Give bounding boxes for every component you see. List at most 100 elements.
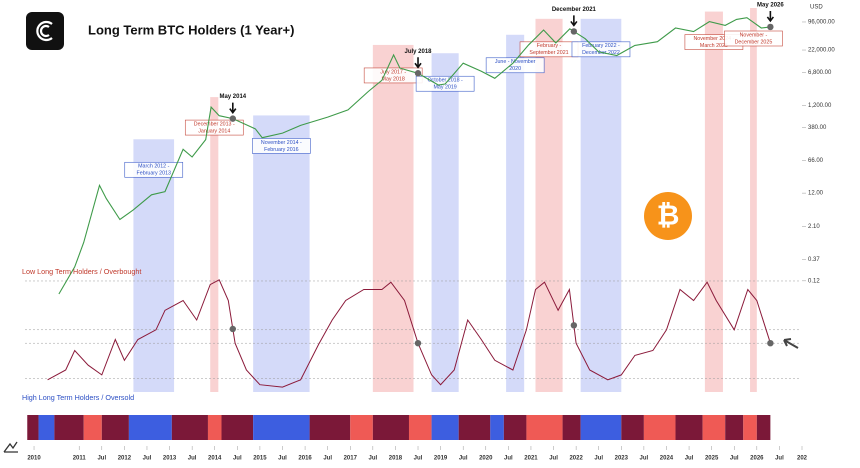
event-dot — [767, 23, 774, 31]
x-tick-label: Jul — [188, 456, 197, 462]
strip-segment — [54, 415, 84, 440]
event-osc-dot — [570, 322, 578, 329]
event-arrow — [570, 15, 578, 27]
event-osc-dot — [767, 340, 774, 347]
y-tick-label: 0.37 — [808, 257, 820, 263]
strip-segment — [309, 415, 351, 440]
period-label: May 2019 — [433, 85, 456, 91]
strip-segment — [27, 415, 39, 440]
period-band — [580, 18, 622, 392]
strip-segment — [253, 415, 310, 440]
event-label: May 2026 — [757, 3, 784, 9]
period-label: February - — [537, 43, 562, 49]
x-tick-label: Jul — [775, 456, 784, 462]
period-label: June - November — [495, 59, 536, 65]
strip-segment — [526, 415, 563, 440]
x-tick-label: Jul — [143, 456, 152, 462]
strip-segment — [621, 415, 644, 440]
x-tick-label: 2025 — [705, 456, 719, 462]
x-tick-label: 2026 — [750, 456, 764, 462]
series-line — [58, 17, 773, 295]
strip-segment — [128, 415, 172, 440]
x-tick-label: 202 — [797, 456, 808, 462]
period-band — [133, 139, 175, 392]
x-tick-label: Jul — [233, 456, 242, 462]
period-label: September 2021 — [529, 50, 568, 56]
plot: March 2012 -February 2013 December 2013 -… — [22, 3, 835, 462]
period-label: February 2022 - — [582, 43, 620, 49]
x-tick-label: Jul — [549, 456, 558, 462]
x-tick-label: Jul — [730, 456, 739, 462]
period-label: February 2016 — [264, 147, 299, 153]
strip-segment — [675, 415, 703, 440]
period-label: November - — [740, 32, 768, 38]
x-tick-label: Jul — [369, 456, 378, 462]
period-label: July 2017 - — [380, 69, 406, 75]
period-band — [210, 97, 219, 392]
period-label-box — [184, 119, 244, 136]
period-band — [506, 34, 525, 392]
period-label: November 2024 - — [693, 36, 734, 42]
period-label: December 2025 — [735, 39, 773, 45]
x-tick-label: 2015 — [253, 456, 267, 462]
period-label: May 2018 — [382, 76, 405, 82]
x-tick-label: 2011 — [73, 456, 87, 462]
x-tick-label: 2023 — [615, 456, 629, 462]
x-tick-label: Jul — [685, 456, 694, 462]
y-tick-label: 6,800.00 — [808, 70, 832, 76]
period-label: October 2018 - — [427, 78, 463, 84]
period-label-box — [571, 41, 631, 58]
strip-segment — [702, 415, 726, 440]
event-osc-dot — [229, 325, 237, 333]
y-tick-label: 66.00 — [808, 158, 824, 164]
period-label: 2020 — [509, 66, 521, 72]
strip-segment — [756, 415, 771, 440]
x-tick-label: 2020 — [479, 456, 493, 462]
x-tick-label: 2021 — [524, 456, 538, 462]
strip-segment — [171, 415, 208, 440]
x-tick-label: 2018 — [389, 456, 403, 462]
x-tick-label: 2016 — [298, 456, 312, 462]
event-dot — [570, 28, 578, 35]
x-tick-label: Jul — [504, 456, 513, 462]
strip-segment — [725, 415, 744, 440]
strip-segment — [221, 415, 254, 440]
y-tick-label: 96,000.00 — [808, 20, 835, 26]
period-label-box — [485, 57, 545, 74]
strip-segment — [490, 415, 504, 440]
event-dot — [229, 115, 237, 122]
tv-icon — [3, 441, 18, 453]
strip-segment — [503, 415, 527, 440]
strip-segment — [207, 415, 222, 440]
x-tick-label: 2017 — [344, 456, 358, 462]
x-tick-label: Jul — [459, 456, 468, 462]
strip-segment — [83, 415, 102, 440]
period-band — [253, 115, 310, 393]
x-tick-label: 2022 — [569, 456, 583, 462]
event-label: May 2014 — [219, 94, 246, 100]
logo-mark — [36, 20, 53, 42]
bitcoin-symbol: ₿ — [657, 199, 680, 230]
strip-segment — [101, 415, 129, 440]
strip-segment — [38, 415, 55, 440]
period-label: November 2014 - — [261, 140, 302, 146]
y-tick-label: 0.12 — [808, 278, 820, 284]
strip-segment — [743, 415, 757, 440]
event-arrow — [766, 10, 775, 23]
zone-label: Low Long Term Holders / Overbought — [22, 267, 141, 276]
strip-segment — [643, 415, 676, 440]
period-label: February 2013 — [137, 171, 172, 177]
x-tick-label: Jul — [97, 456, 106, 462]
period-label-box — [724, 30, 783, 47]
x-tick-label: 2013 — [163, 456, 177, 462]
pointer-arrow — [783, 338, 799, 349]
period-band — [704, 11, 723, 393]
x-tick-label: Jul — [594, 456, 603, 462]
logo — [26, 12, 64, 50]
y-tick-label: 2.10 — [808, 224, 820, 230]
period-label: December 2022 — [582, 50, 620, 56]
period-label: December 2013 - — [194, 121, 235, 127]
event-osc-dot — [414, 340, 422, 347]
zone-label: High Long Term Holders / Oversold — [22, 393, 134, 402]
